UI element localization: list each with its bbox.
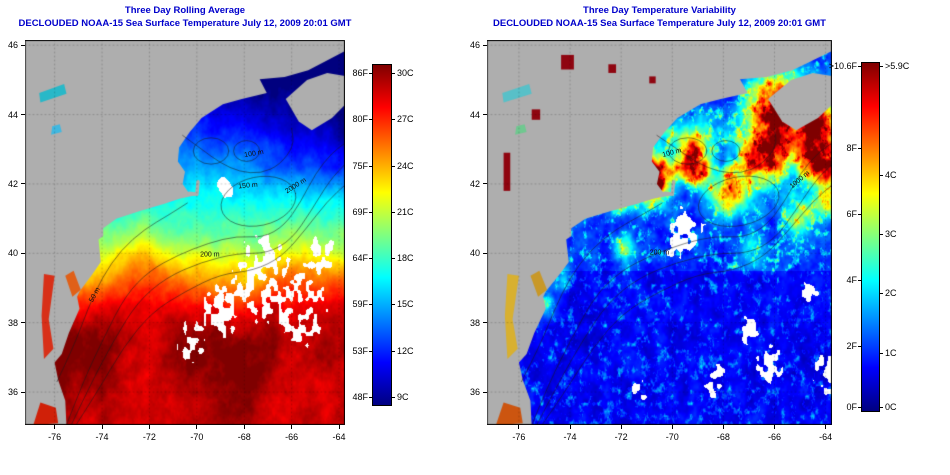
x-tick-label: -72 — [614, 432, 628, 442]
x-axis-tick — [101, 425, 103, 429]
y-tick-label: 36 — [7, 387, 18, 398]
colorbar-label-celsius: 27C — [397, 114, 414, 125]
panel-subtitle: DECLOUDED NOAA-15 Sea Surface Temperatur… — [493, 18, 826, 29]
y-tick-label: 38 — [469, 317, 480, 328]
x-tick-label: -66 — [767, 432, 781, 442]
y-tick-label: 44 — [469, 109, 480, 120]
x-axis-tick — [54, 425, 56, 429]
x-tick-label: -64 — [332, 432, 346, 442]
colorbar-label-celsius: 30C — [397, 68, 414, 79]
y-tick-label: 44 — [7, 109, 18, 120]
y-tick-label: 38 — [7, 317, 18, 328]
x-tick-label: -68 — [716, 432, 730, 442]
colorbar-tick — [392, 350, 395, 352]
colorbar-tick — [392, 119, 395, 121]
colorbar-label-celsius: 0C — [885, 401, 897, 412]
x-axis-tick — [291, 425, 293, 429]
colorbar-tick — [880, 234, 883, 236]
y-tick-label: 42 — [7, 178, 18, 189]
colorbar-tick — [392, 304, 395, 306]
colorbar-label-celsius: 9C — [397, 391, 409, 402]
x-axis-tick — [518, 425, 520, 429]
x-axis-tick — [196, 425, 198, 429]
panel-variability: Three Day Temperature Variability DECLOU… — [462, 0, 950, 475]
colorbar-tick — [392, 258, 395, 260]
colorbar-label-celsius: >5.9C — [885, 61, 910, 72]
colorbar-tick — [880, 66, 883, 68]
colorbar-tick — [880, 293, 883, 295]
x-tick-label: -70 — [665, 432, 679, 442]
colorbar-tick — [880, 406, 883, 408]
y-tick-label: 36 — [469, 387, 480, 398]
colorbar-label-celsius: 21C — [397, 206, 414, 217]
y-tick-label: 40 — [469, 248, 480, 259]
x-axis-tick — [338, 425, 340, 429]
y-tick-label: 42 — [469, 178, 480, 189]
x-axis-tick — [774, 425, 775, 429]
panel-rolling-average: Three Day Rolling Average DECLOUDED NOAA… — [0, 0, 462, 475]
variability-colorbar — [861, 62, 880, 412]
colorbar-label-celsius: 3C — [885, 229, 897, 240]
colorbar-label-celsius: 1C — [885, 347, 897, 358]
y-tick-label: 40 — [7, 248, 18, 259]
x-tick-label: -74 — [95, 432, 109, 442]
y-tick-label: 46 — [469, 40, 480, 51]
colorbar-tick — [392, 165, 395, 167]
colorbar-label-celsius: 2C — [885, 288, 897, 299]
x-axis-tick — [148, 425, 150, 429]
x-axis-tick — [620, 425, 622, 429]
colorbar-tick — [392, 396, 395, 398]
x-tick-label: -70 — [190, 432, 204, 442]
x-tick-label: -76 — [512, 432, 526, 442]
panel-subtitle: DECLOUDED NOAA-15 Sea Surface Temperatur… — [18, 18, 352, 29]
x-tick-label: -68 — [237, 432, 251, 442]
sst-map-canvas — [25, 40, 345, 425]
colorbar-label-celsius: 4C — [885, 169, 897, 180]
x-tick-label: -66 — [285, 432, 299, 442]
colorbar-label-celsius: 24C — [397, 160, 414, 171]
x-tick-label: -64 — [819, 432, 833, 442]
colorbar-tick — [880, 352, 883, 354]
x-axis-tick — [722, 425, 724, 429]
panel-title: Three Day Temperature Variability — [583, 5, 736, 16]
x-axis-tick — [671, 425, 673, 429]
colorbar-tick — [392, 211, 395, 213]
y-tick-label: 46 — [7, 40, 18, 51]
x-tick-label: -76 — [48, 432, 62, 442]
x-axis-tick — [569, 425, 571, 429]
x-axis-tick — [825, 425, 827, 429]
colorbar-label-celsius: 12C — [397, 345, 414, 356]
x-tick-label: -74 — [563, 432, 577, 442]
variability-map-canvas — [487, 40, 832, 425]
x-axis-tick — [243, 425, 245, 429]
panel-title: Three Day Rolling Average — [124, 5, 246, 16]
colorbar-label-celsius: 18C — [397, 253, 414, 264]
colorbar-tick — [880, 174, 883, 176]
temperature-colorbar — [372, 64, 392, 406]
colorbar-label-celsius: 15C — [397, 299, 414, 310]
x-tick-label: -72 — [142, 432, 156, 442]
colorbar-tick — [392, 73, 395, 75]
